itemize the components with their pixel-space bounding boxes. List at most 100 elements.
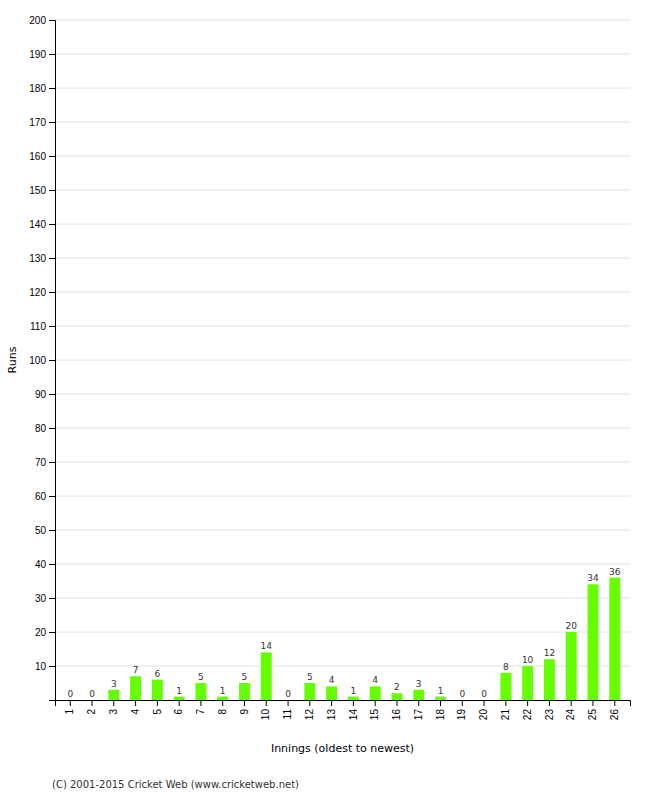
x-tick-mark xyxy=(135,700,136,706)
bar xyxy=(65,700,76,701)
x-tick: 6 xyxy=(173,700,184,715)
y-tick-label: 140 xyxy=(29,219,46,230)
x-tick-mark xyxy=(462,700,463,706)
y-tick: 90 xyxy=(35,389,55,400)
y-tick: 160 xyxy=(29,151,55,162)
y-tick: 150 xyxy=(29,185,55,196)
data-label: 5 xyxy=(198,672,204,682)
data-label: 36 xyxy=(609,567,621,577)
y-tick-mark xyxy=(49,530,55,531)
data-label: 7 xyxy=(133,665,139,675)
y-tick: 100 xyxy=(29,355,55,366)
x-tick: 14 xyxy=(348,700,359,720)
data-label: 1 xyxy=(220,686,226,696)
footer: (C) 2001-2015 Cricket Web (www.cricketwe… xyxy=(52,779,299,790)
data-label: 0 xyxy=(481,689,487,699)
bar xyxy=(588,584,599,700)
grid-line xyxy=(55,20,630,21)
x-tick-label: 6 xyxy=(173,709,184,715)
bar xyxy=(261,652,272,700)
bar xyxy=(152,680,163,700)
grid-line xyxy=(55,496,630,497)
data-label: 4 xyxy=(329,675,335,685)
y-tick: 10 xyxy=(35,661,55,672)
x-tick: 23 xyxy=(544,700,555,720)
x-tick-label: 11 xyxy=(282,709,293,720)
y-tick-label: 100 xyxy=(29,355,46,366)
grid-line xyxy=(55,326,630,327)
x-tick-label: 20 xyxy=(478,709,489,721)
grid-line xyxy=(55,54,630,55)
x-tick-mark xyxy=(266,700,267,706)
x-tick: 22 xyxy=(522,700,533,720)
x-tick-mark xyxy=(179,700,180,706)
y-axis: 1020304050607080901001101201301401501601… xyxy=(29,15,55,701)
x-tick: 1 xyxy=(64,700,75,715)
y-axis-title: Runs xyxy=(6,346,19,373)
y-tick-label: 20 xyxy=(35,627,47,638)
y-tick-mark xyxy=(49,20,55,21)
grid-line xyxy=(55,462,630,463)
data-label: 4 xyxy=(372,675,378,685)
bars xyxy=(108,578,620,700)
x-axis-title: Innings (oldest to newest) xyxy=(271,742,414,755)
y-tick-label: 110 xyxy=(30,321,46,332)
x-tick: 2 xyxy=(86,700,97,715)
x-tick-mark xyxy=(288,700,289,706)
y-tick-label: 30 xyxy=(35,593,47,604)
x-tick-label: 3 xyxy=(108,709,119,715)
bar xyxy=(108,690,119,700)
y-tick-label: 120 xyxy=(29,287,46,298)
x-tick: 20 xyxy=(478,700,489,720)
y-tick-mark xyxy=(49,496,55,497)
x-tick-mark xyxy=(353,700,354,706)
grid-line xyxy=(55,598,630,599)
data-label: 20 xyxy=(565,621,577,631)
x-tick-mark xyxy=(331,700,332,706)
x-tick-label: 9 xyxy=(239,709,250,715)
x-tick-mark xyxy=(92,700,93,706)
y-tick-label: 10 xyxy=(35,661,47,672)
y-tick-label: 200 xyxy=(29,15,46,26)
x-tick: 3 xyxy=(108,700,119,715)
y-tick: 110 xyxy=(30,321,55,332)
grid-line xyxy=(55,122,630,123)
data-label: 3 xyxy=(111,679,117,689)
y-tick-label: 150 xyxy=(29,185,46,196)
x-tick: 21 xyxy=(500,700,511,720)
grid-line xyxy=(55,666,630,667)
x-tick-mark xyxy=(592,700,593,706)
x-tick-label: 10 xyxy=(260,709,271,721)
x-tick-mark xyxy=(614,700,615,706)
x-tick: 8 xyxy=(217,700,228,715)
data-label: 14 xyxy=(261,641,273,651)
x-tick: 24 xyxy=(565,700,576,720)
y-tick-mark xyxy=(49,428,55,429)
x-tick-mark xyxy=(505,700,506,706)
y-tick: 50 xyxy=(35,525,55,536)
x-tick: 16 xyxy=(391,700,402,720)
bar xyxy=(370,686,381,700)
data-label: 6 xyxy=(155,669,161,679)
data-label: 1 xyxy=(438,686,444,696)
y-tick-mark xyxy=(49,462,55,463)
x-tick-label: 1 xyxy=(64,709,75,715)
x-tick-mark xyxy=(113,700,114,706)
y-tick: 20 xyxy=(35,627,55,638)
data-label: 2 xyxy=(394,682,400,692)
x-tick-mark xyxy=(222,700,223,706)
bar xyxy=(195,683,206,700)
bar xyxy=(239,683,250,700)
y-tick: 180 xyxy=(29,83,55,94)
x-axis-line xyxy=(56,701,631,707)
x-tick: 10 xyxy=(260,700,271,720)
data-label: 12 xyxy=(544,648,555,658)
y-tick-mark xyxy=(49,224,55,225)
y-tick-mark xyxy=(49,156,55,157)
y-tick-label: 60 xyxy=(35,491,47,502)
x-tick-mark xyxy=(200,700,201,706)
grid-line xyxy=(55,224,630,225)
y-tick: 120 xyxy=(29,287,55,298)
bar xyxy=(217,697,228,700)
chart: 0037615151405414231008101220343612345678… xyxy=(0,0,650,800)
